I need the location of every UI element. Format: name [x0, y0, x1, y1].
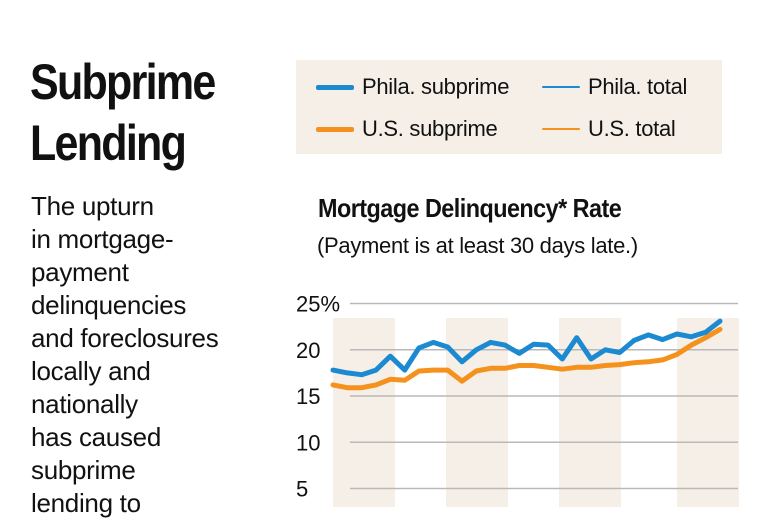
description-line: locally and: [31, 356, 151, 386]
y-tick-label: 20: [296, 338, 320, 363]
y-axis-ticks: 25% 20 15 10 5: [296, 292, 340, 502]
chart-title: Mortgage Delinquency* Rate: [318, 193, 622, 223]
y-tick-label: 25%: [296, 292, 340, 317]
y-tick-label: 10: [296, 430, 320, 455]
headline-line: Subprime: [30, 54, 216, 110]
legend-swatch: [542, 86, 580, 88]
legend-swatch: [316, 84, 354, 90]
description-line: has caused: [31, 422, 161, 452]
description-line: delinquencies: [31, 290, 187, 320]
headline: Subprime Lending: [30, 52, 216, 174]
description-line: subprime: [31, 455, 136, 485]
legend-item-us-total: U.S. total: [542, 116, 676, 142]
description-line: and foreclosures: [31, 323, 219, 353]
description-line: payment: [31, 257, 129, 287]
chart-subtitle: (Payment is at least 30 days late.): [317, 233, 638, 258]
series-lines: [330, 318, 723, 391]
series-line-phila-subprime: [330, 318, 723, 378]
description-text: The upturn in mortgage- payment delinque…: [31, 190, 271, 520]
chart-legend: Phila. subprime Phila. total U.S. subpri…: [296, 60, 722, 154]
description-line: nationally: [31, 389, 138, 419]
legend-label: Phila. subprime: [362, 74, 510, 99]
description-line: in mortgage-: [31, 224, 174, 254]
legend-item-us-subprime: U.S. subprime: [316, 116, 498, 142]
y-tick-label: 15: [296, 384, 320, 409]
legend-swatch: [542, 128, 580, 130]
gridlines: [350, 302, 738, 490]
series-line-u-s-subprime: [330, 326, 723, 391]
delinquency-line-chart: 25% 20 15 10 5: [296, 292, 739, 507]
headline-line: Lending: [30, 115, 187, 171]
y-tick-label: 5: [296, 477, 308, 502]
legend-item-phila-total: Phila. total: [542, 74, 687, 100]
legend-item-phila-subprime: Phila. subprime: [316, 74, 509, 100]
legend-label: U.S. total: [588, 116, 676, 141]
legend-swatch: [316, 126, 354, 132]
legend-label: U.S. subprime: [362, 116, 498, 141]
year-band: [333, 318, 395, 507]
legend-label: Phila. total: [588, 74, 688, 99]
description-line: The upturn: [31, 191, 154, 221]
